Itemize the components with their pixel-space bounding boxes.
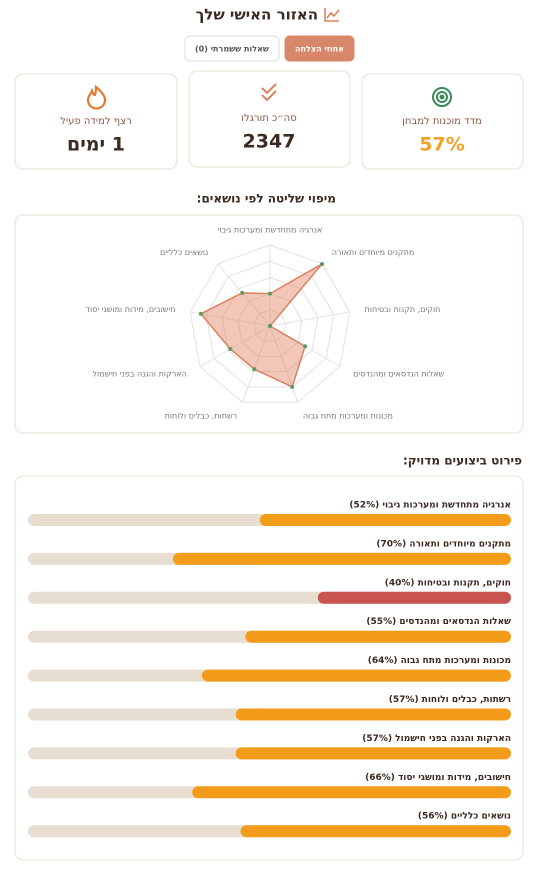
bar-fill (245, 630, 511, 643)
bar-fill (259, 514, 511, 526)
radar-point (268, 324, 272, 328)
tab[interactable] (184, 35, 280, 62)
bar-label: נושאים כלליים (56%) (418, 812, 511, 822)
tab[interactable] (284, 35, 355, 62)
bar-fill (192, 786, 511, 799)
breakdown-card (14, 475, 524, 861)
stat-value: 1 ימים (67, 134, 125, 156)
bar-label: הארקות והגנה בפני חישמול (57%) (362, 734, 511, 744)
radar-ring (253, 309, 287, 342)
radar-point (320, 261, 325, 266)
radar-point (268, 291, 272, 296)
bar-label: מתקנים מיוחדים ותאורה (70%) (376, 539, 511, 549)
bar-fill (235, 708, 511, 721)
radar-point (252, 367, 257, 372)
bar-label: חוקים, תקנות ובטיחות (40%) (385, 578, 511, 588)
radar-card (14, 214, 524, 434)
radar-point (240, 290, 245, 295)
bar-fill (235, 747, 511, 760)
radar-axis (190, 311, 271, 327)
radar-axis (199, 325, 271, 367)
tab-label[interactable]: שאלות ששמרתי (0) (195, 45, 269, 54)
radar-point (290, 384, 295, 389)
bar-fill (317, 591, 511, 604)
radar-ring (205, 260, 335, 388)
radar-chart: אנרגיה מתחדשת ומערכות גיבוי מתקנים מיוחדי… (86, 226, 445, 421)
radar-label: חישובים, מידות ומושגי יסוד (86, 305, 176, 314)
radar-ring (221, 276, 319, 373)
radar-label: מתקנים מיוחדים ותאורה (332, 248, 415, 257)
title-icon (324, 8, 340, 22)
target-icon (432, 87, 452, 107)
radar-label: מכונות ומערכות מתח גבוה (303, 412, 393, 421)
radar-label: אנרגיה מתחדשת ומערכות גיבוי (218, 226, 323, 235)
flame-icon (86, 84, 107, 110)
tab-label[interactable]: אחוזי הצלחה (295, 45, 344, 54)
stat-label: סה״כ תורגלו (241, 113, 296, 124)
radar-ring (237, 293, 303, 357)
radar-axis (269, 325, 299, 403)
check-icon (261, 83, 277, 102)
stat-value: 57% (419, 134, 464, 156)
bar-label: רשתות, כבלים ולוחות (57%) (389, 695, 511, 705)
page-title: האזור האישי שלך (196, 6, 318, 24)
radar-label: נושאים כלליים (160, 248, 208, 257)
bar-fill (201, 669, 511, 682)
stat-card (14, 73, 178, 170)
radar-label: שאלות הנדסאים ומהנדסים (353, 370, 445, 379)
stat-card (188, 70, 351, 168)
radar-label: חוקים, תקנות ובטיחות (365, 305, 441, 314)
radar-point (228, 346, 233, 351)
radar-axis (241, 325, 271, 403)
radar-axis (217, 263, 271, 327)
radar-label: רשתות, כבלים ולוחות (165, 412, 238, 421)
bar-label: אנרגיה מתחדשת ומערכות גיבוי (52%) (349, 501, 511, 511)
bar-label: שאלות הנדסאים ומהנדסים (55%) (366, 617, 511, 627)
section-title: מיפוי שליטה לפי נושאים: (197, 192, 336, 206)
bar-label: חישובים, מידות ומושגי יסוד (66%) (365, 773, 511, 783)
radar-area (199, 263, 323, 388)
radar-axis (269, 311, 350, 327)
radar-point (303, 344, 308, 349)
bar-fill (240, 825, 511, 838)
bar-fill (172, 552, 511, 565)
section-title: פירוט ביצועים מדויק: (403, 454, 522, 468)
radar-label: הארקות והגנה בפני חישמול (92, 370, 186, 379)
stat-label: רצף למידה פעיל (60, 116, 131, 127)
stat-value: 2347 (243, 131, 296, 153)
radar-ring (189, 244, 351, 403)
stat-card (361, 73, 524, 170)
stat-label: מדד מוכנות למבחן (402, 116, 482, 127)
bar-label: מכונות ומערכות מתח גבוה (64%) (368, 656, 511, 666)
radar-point (198, 311, 203, 316)
